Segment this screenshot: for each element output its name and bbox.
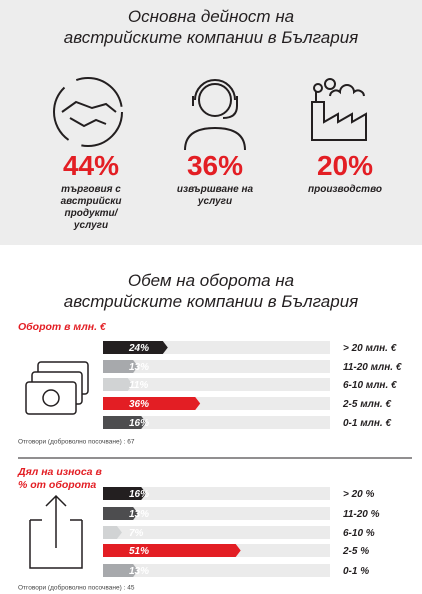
activity-item: 36% извършване на услуги	[160, 150, 270, 208]
category-label: 6-10 %	[343, 528, 375, 539]
bar	[103, 416, 147, 429]
turnover-title: Обем на оборота на австрийските компании…	[0, 270, 422, 312]
percentage: 44%	[62, 150, 120, 181]
bar	[103, 526, 122, 539]
bar-track	[103, 360, 330, 373]
category-label: 6-10 млн. €	[343, 380, 397, 391]
value-label: 16%	[129, 489, 149, 500]
activity-label: производство	[308, 184, 382, 195]
activity-item: 44% търговия с австрийски продукти/услуги	[36, 150, 146, 232]
activity-item: 20% производство	[290, 150, 400, 196]
activity-icons	[53, 77, 367, 151]
bar	[103, 487, 147, 500]
bar	[103, 507, 139, 520]
activity-title: Основна дейност на австрийските компании…	[0, 6, 422, 48]
category-label: 2-5 %	[342, 546, 369, 557]
value-label: 11%	[129, 380, 148, 391]
title-line: австрийските компании в България	[63, 28, 359, 47]
activity-label: извършване на услуги	[176, 184, 254, 207]
category-label: 0-1 млн. €	[343, 418, 391, 429]
category-label: > 20 %	[343, 489, 375, 500]
value-label: 13%	[129, 566, 149, 577]
value-label: 7%	[129, 528, 144, 539]
bar-track	[103, 487, 330, 500]
bar-track	[103, 378, 330, 391]
percentage: 36%	[186, 150, 244, 181]
percentage: 20%	[316, 150, 374, 181]
bar	[103, 397, 201, 410]
chart-subtitle: Оборот в млн. €	[18, 321, 106, 333]
title-line: Обем на оборота на	[127, 271, 295, 290]
value-label: 16%	[129, 418, 149, 429]
value-label: 13%	[129, 509, 149, 520]
bar	[103, 378, 133, 391]
value-label: 51%	[129, 546, 149, 557]
bar-track	[103, 416, 330, 429]
title-line: австрийските компании в България	[63, 292, 359, 311]
category-label: 11-20 млн. €	[343, 362, 402, 373]
chart-subtitle: Дял на износа в % от оборота	[18, 466, 102, 491]
bar	[103, 341, 168, 354]
bar	[103, 360, 139, 373]
chart-note: Отговори (доброволно посочване) : 67	[18, 438, 135, 446]
title-line: Основна дейност на	[127, 7, 295, 26]
category-label: 11-20 %	[343, 509, 380, 520]
category-label: 2-5 млн. €	[342, 399, 391, 410]
value-label: 24%	[128, 343, 149, 354]
bar-track	[103, 564, 330, 577]
category-label: 0-1 %	[343, 566, 369, 577]
bar	[103, 564, 139, 577]
activity-label: търговия с австрийски продукти/услуги	[60, 184, 122, 231]
value-label: 13%	[129, 362, 149, 373]
chart-note: Отговори (доброволно посочване) : 45	[18, 584, 135, 592]
category-label: > 20 млн. €	[343, 343, 397, 354]
bar-track	[103, 526, 330, 539]
bar	[103, 544, 241, 557]
bar-track	[103, 507, 330, 520]
value-label: 36%	[129, 399, 149, 410]
